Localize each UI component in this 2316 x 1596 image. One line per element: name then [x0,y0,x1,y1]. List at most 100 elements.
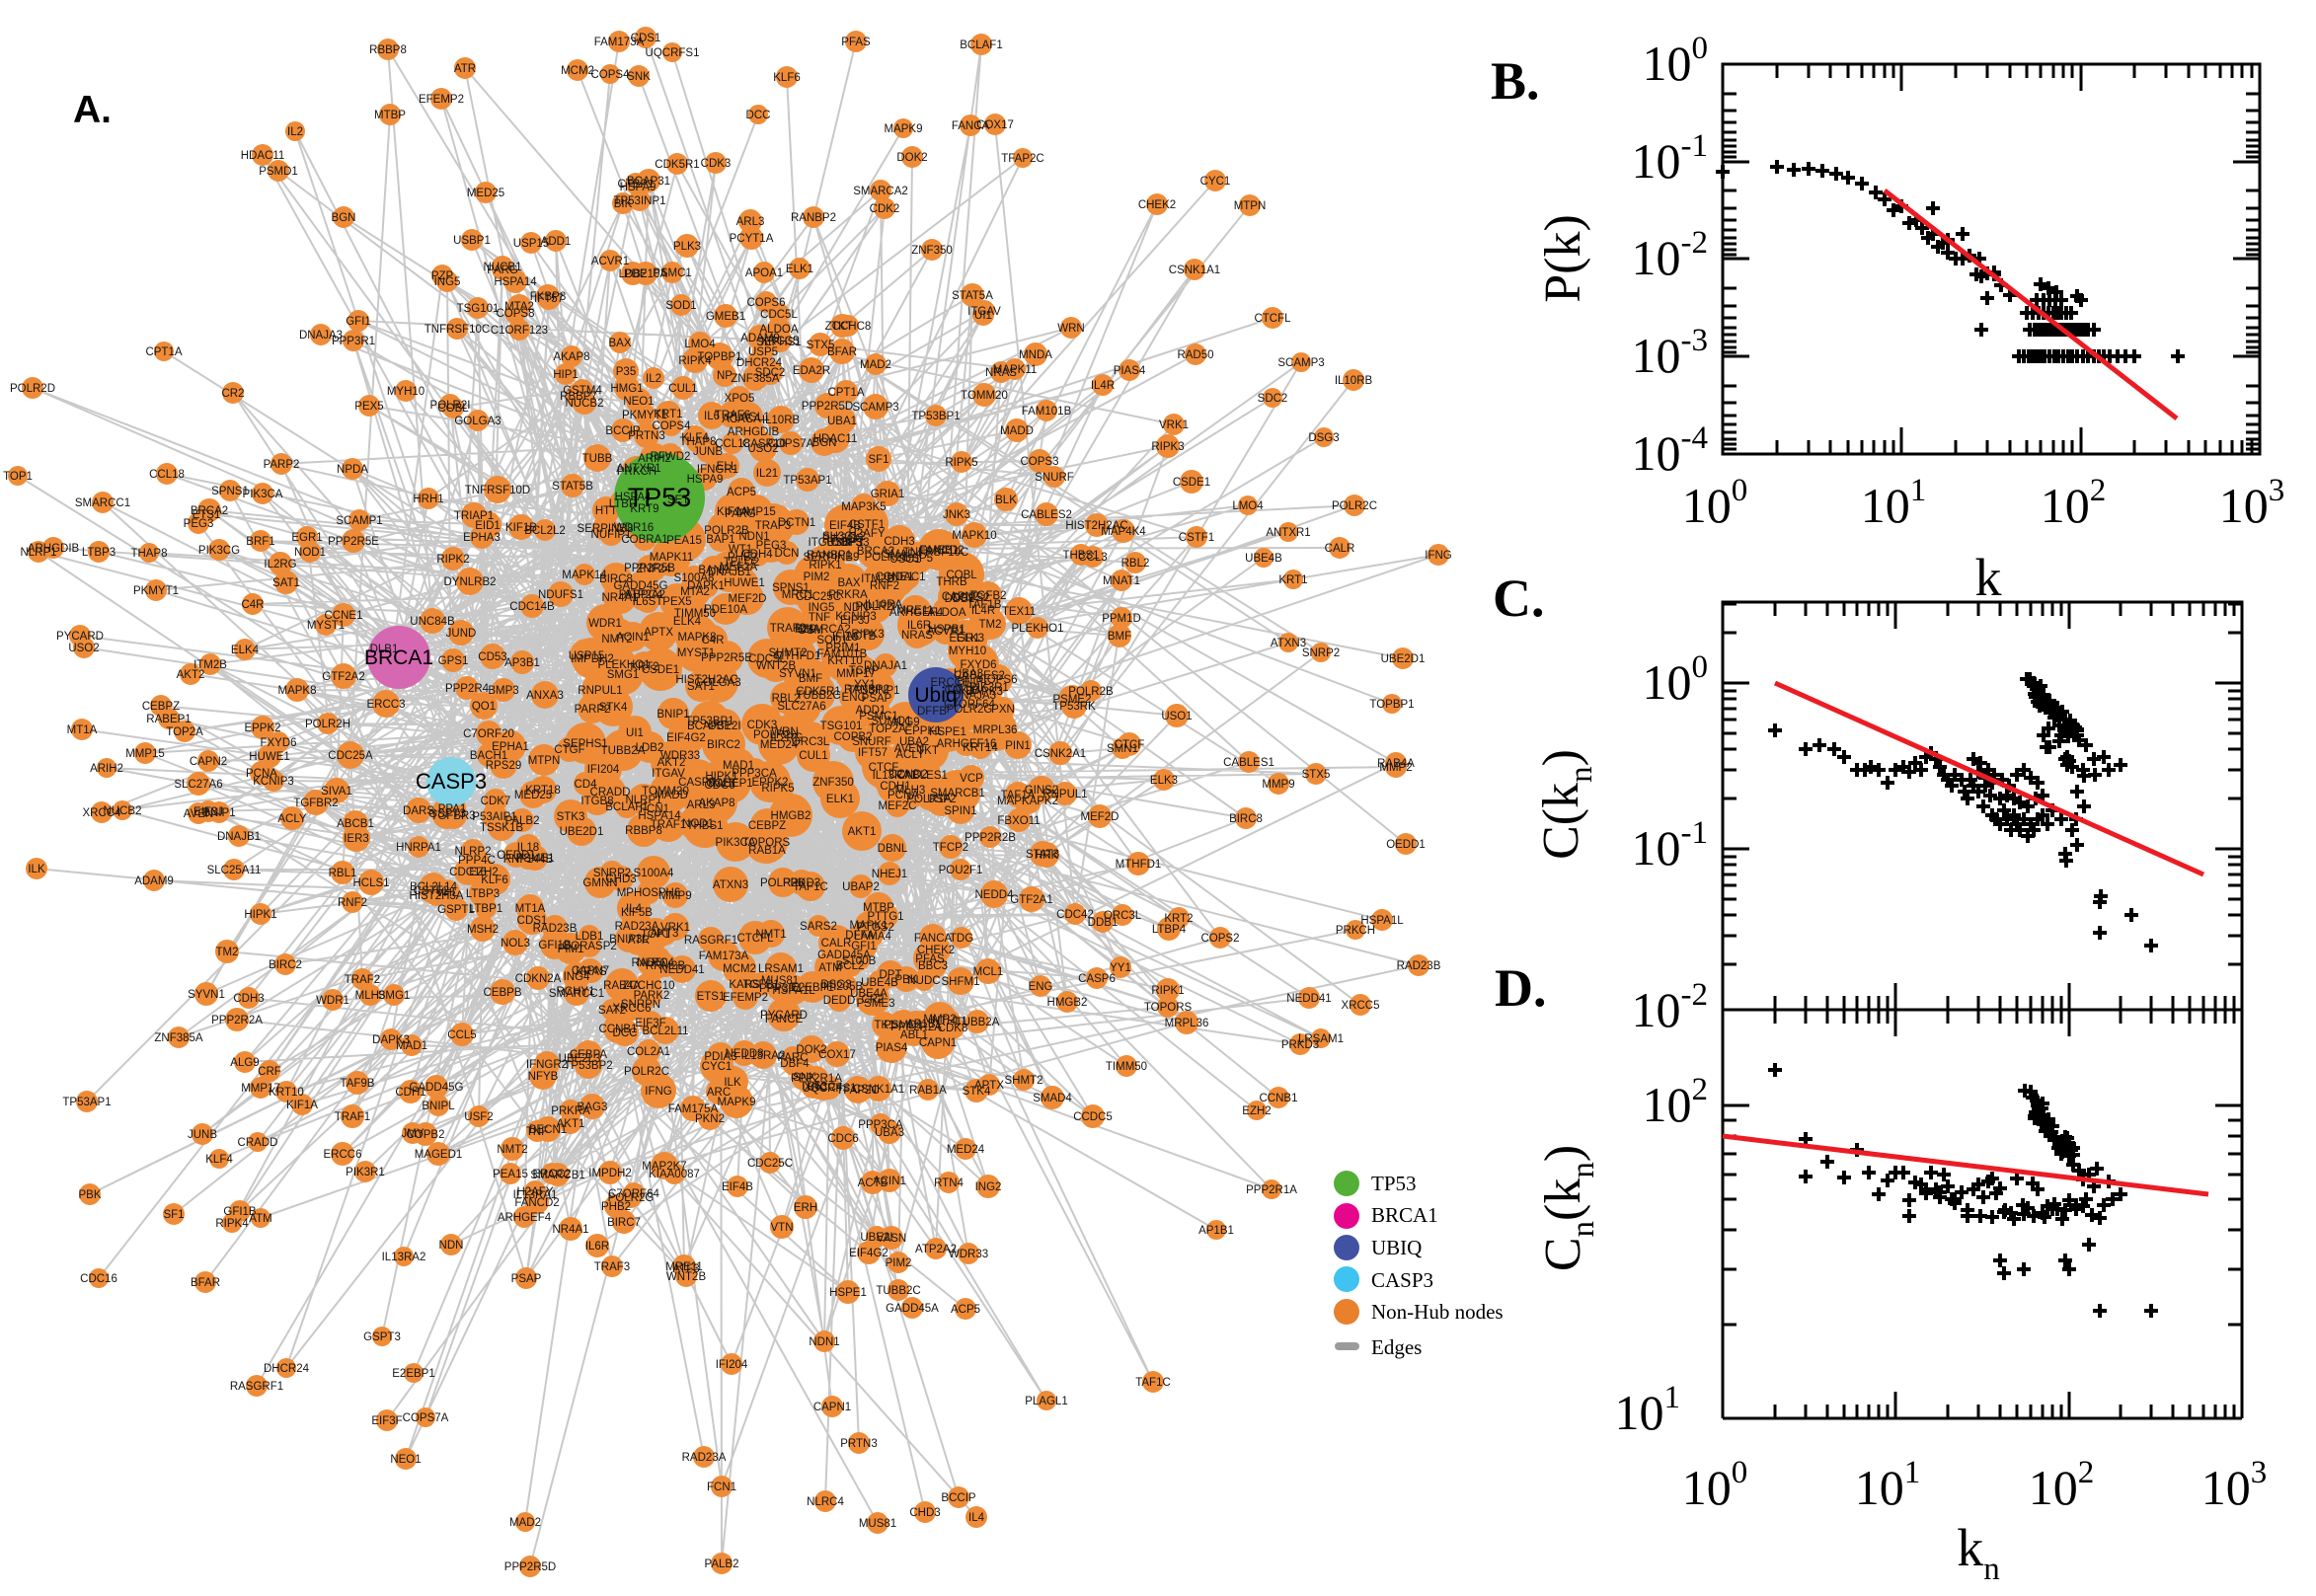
svg-text:MMP9: MMP9 [1262,779,1294,791]
svg-text:PIK3CA: PIK3CA [716,837,756,849]
svg-text:GADD45G: GADD45G [614,580,668,592]
svg-text:MAP3K5: MAP3K5 [841,501,886,513]
svg-text:CDS1: CDS1 [631,33,661,44]
svg-text:PCNA: PCNA [888,790,919,801]
svg-text:POLR1A: POLR1A [906,794,952,805]
svg-text:GINS2: GINS2 [1025,785,1059,797]
svg-text:COPS4: COPS4 [653,420,692,432]
svg-text:CDK2: CDK2 [945,685,975,697]
svg-text:WT1: WT1 [729,544,752,556]
svg-text:TRAF2: TRAF2 [345,974,380,986]
svg-text:CDKN2A: CDKN2A [515,973,562,985]
svg-text:ENG: ENG [842,692,867,704]
svg-text:IFNG: IFNG [1425,550,1452,562]
svg-text:PPA1: PPA1 [438,803,467,815]
svg-text:SHMT2: SHMT2 [1005,1075,1043,1087]
svg-text:PARP2: PARP2 [575,704,611,716]
svg-text:UBE4B: UBE4B [1245,553,1282,565]
svg-text:PEA15: PEA15 [666,535,702,547]
svg-text:SMARCC1: SMARCC1 [549,988,604,1000]
svg-text:KCNIP3: KCNIP3 [835,611,877,623]
svg-text:FKBP8: FKBP8 [530,291,566,303]
svg-text:SERPINB8: SERPINB8 [578,523,634,535]
svg-text:DEDD: DEDD [823,995,856,1007]
svg-text:MEF2A: MEF2A [720,562,758,573]
svg-text:RAD50: RAD50 [631,957,667,969]
svg-text:MMP17: MMP17 [836,668,876,680]
svg-text:PPP3R1: PPP3R1 [759,983,803,995]
svg-text:YY1: YY1 [854,679,876,691]
svg-text:ELK1: ELK1 [786,264,813,275]
svg-text:NUCB2: NUCB2 [566,398,604,410]
svg-text:EGR1: EGR1 [291,532,322,544]
svg-text:LMO4: LMO4 [684,339,716,350]
svg-text:SPIN1: SPIN1 [944,805,976,817]
svg-text:COX17: COX17 [976,119,1014,131]
svg-text:ITGB1BP3: ITGB1BP3 [809,537,863,549]
svg-text:KRT18: KRT18 [525,785,561,797]
svg-text:KRT1: KRT1 [654,409,682,420]
svg-text:QO1: QO1 [472,701,496,713]
svg-text:EID1: EID1 [475,520,501,532]
svg-text:PRTN3: PRTN3 [840,1438,878,1450]
svg-text:COPS8: COPS8 [497,308,535,320]
svg-text:DAPK3: DAPK3 [372,1034,410,1046]
svg-text:CDC25C: CDC25C [747,1158,793,1170]
svg-text:MRE11: MRE11 [665,1261,703,1273]
svg-text:CDC6: CDC6 [827,1133,858,1145]
svg-text:AP3B1: AP3B1 [504,657,540,669]
svg-text:SEPHS1: SEPHS1 [563,738,607,750]
svg-text:CAPN1: CAPN1 [813,1402,851,1413]
svg-text:ELK3: ELK3 [957,633,984,645]
svg-text:GMEB1: GMEB1 [919,545,959,557]
svg-text:ZNF385A: ZNF385A [154,1032,203,1044]
svg-text:NUFIP1: NUFIP1 [591,529,632,541]
svg-text:SLC27A6: SLC27A6 [174,779,222,791]
svg-text:MMP2: MMP2 [1379,762,1412,774]
svg-text:PPP2R1A: PPP2R1A [1246,1184,1297,1196]
svg-text:GADD45A: GADD45A [886,1303,939,1315]
svg-text:USO1: USO1 [889,554,920,566]
svg-text:NRAS: NRAS [985,367,1017,379]
svg-text:MAPK1: MAPK1 [850,920,888,932]
svg-text:KRT10: KRT10 [269,1087,304,1099]
svg-text:GOLGA3: GOLGA3 [454,416,501,427]
svg-text:BFAR: BFAR [827,346,857,358]
svg-text:MRC1: MRC1 [782,589,814,601]
svg-text:CSNK1A1: CSNK1A1 [1169,265,1220,276]
svg-text:GSPT1: GSPT1 [437,904,475,916]
svg-text:CASP3: CASP3 [1371,1268,1433,1292]
svg-text:POLR2C: POLR2C [1332,500,1377,512]
svg-text:NDUFS1: NDUFS1 [538,589,583,601]
svg-text:ETS1: ETS1 [697,991,726,1003]
svg-text:HIST2H3A: HIST2H3A [410,890,464,902]
svg-text:TKT: TKT [831,321,853,333]
svg-text:BGN: BGN [332,212,356,224]
svg-text:PKMYT1: PKMYT1 [133,585,179,597]
svg-text:DLB1: DLB1 [370,644,399,655]
svg-text:UBE2D1: UBE2D1 [560,826,604,838]
svg-text:COPB2: COPB2 [407,1129,445,1141]
svg-text:PLEKHO1: PLEKHO1 [1011,623,1063,635]
svg-text:UBE4A: UBE4A [850,988,888,1000]
svg-text:HSPE1: HSPE1 [929,726,966,738]
svg-text:NMT2: NMT2 [601,634,632,646]
svg-text:IL6R: IL6R [585,1241,609,1253]
svg-text:CPT1A: CPT1A [827,387,864,399]
svg-text:PFAS: PFAS [915,953,945,965]
svg-text:PSMC1: PSMC1 [653,267,692,279]
svg-text:DNAJA3: DNAJA3 [953,690,996,702]
svg-text:C7ORF20: C7ORF20 [463,728,514,740]
svg-text:TDG: TDG [950,933,973,945]
svg-text:CDH1: CDH1 [880,781,910,793]
svg-text:KIAA0087: KIAA0087 [649,1169,700,1180]
svg-text:XRCC4: XRCC4 [83,807,122,819]
svg-text:CDH4: CDH4 [741,549,773,561]
svg-text:IL2: IL2 [287,126,303,138]
svg-text:CDH1: CDH1 [395,1087,425,1099]
svg-text:AKT2: AKT2 [657,757,686,769]
svg-text:STK3: STK3 [557,811,585,823]
svg-text:CALR: CALR [821,938,852,950]
svg-text:LRSAM1: LRSAM1 [1298,1033,1344,1045]
svg-text:ALDOA: ALDOA [760,324,799,336]
